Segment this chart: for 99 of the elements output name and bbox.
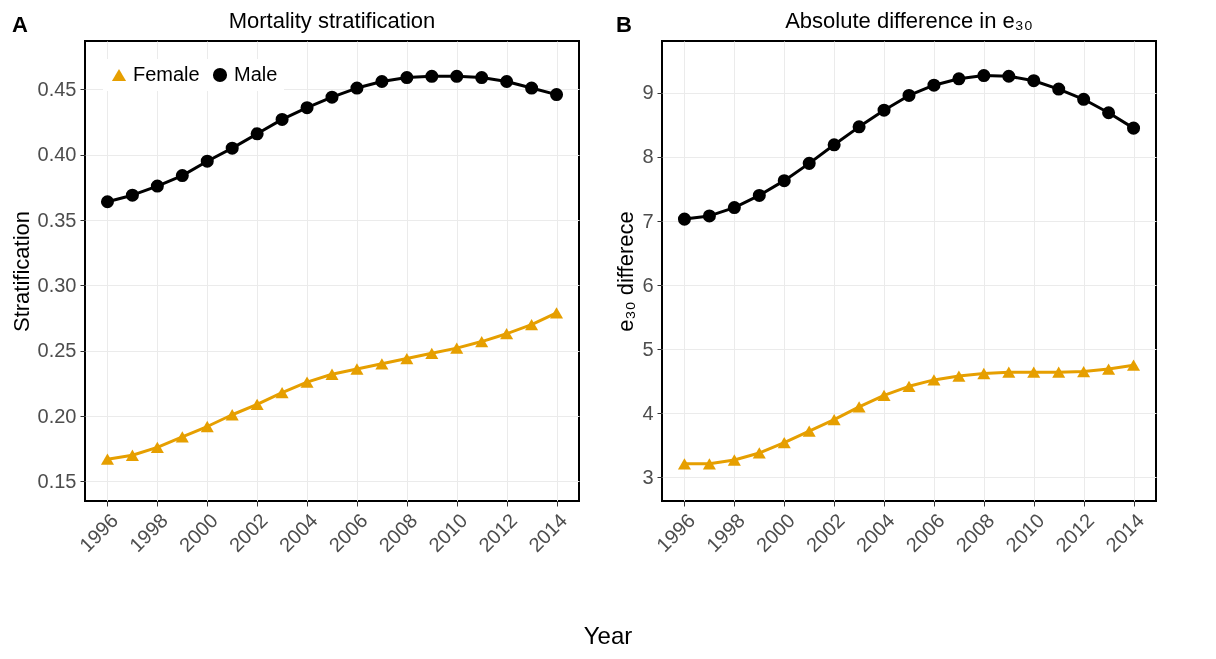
point: [525, 81, 539, 95]
point: [727, 201, 741, 215]
x-axis-title: Year: [582, 622, 634, 650]
point: [852, 120, 866, 134]
point: [1077, 92, 1091, 106]
point: [425, 69, 439, 83]
point: [100, 195, 114, 209]
point: [350, 81, 364, 95]
y-axis-title: Stratification: [8, 210, 34, 333]
point: [1027, 366, 1041, 378]
point: [500, 328, 514, 340]
chart-title: Absolute difference in e₃₀: [785, 8, 1033, 33]
point: [350, 363, 364, 375]
y-tick-label: 0.35: [37, 208, 77, 231]
point: [852, 401, 866, 413]
point: [1102, 363, 1116, 375]
point: [1002, 69, 1016, 83]
point: [1127, 359, 1141, 371]
legend-label: Male: [234, 63, 278, 85]
point: [1002, 366, 1016, 378]
point: [450, 69, 464, 83]
point: [550, 307, 564, 319]
point: [125, 188, 139, 202]
point: [450, 342, 464, 354]
point: [777, 174, 791, 188]
point: [902, 88, 916, 102]
point: [952, 370, 966, 382]
y-tick-label: 0.20: [37, 404, 77, 427]
point: [275, 112, 289, 126]
y-tick-label: 0.25: [37, 339, 77, 362]
point: [802, 425, 816, 437]
point: [175, 169, 189, 183]
point: [802, 156, 816, 170]
point: [977, 367, 991, 380]
point: [1127, 121, 1141, 135]
point: [275, 386, 289, 399]
y-tick-label: 8: [642, 145, 654, 168]
point: [1052, 366, 1066, 378]
point: [927, 374, 941, 386]
point: [752, 188, 766, 202]
point: [150, 179, 164, 193]
point: [727, 454, 741, 466]
point: [175, 431, 189, 443]
point: [677, 212, 691, 226]
point: [702, 209, 716, 223]
point: [927, 78, 941, 92]
point: [1077, 365, 1091, 378]
point: [752, 447, 766, 459]
point: [400, 71, 414, 85]
legend-label: Female: [133, 63, 200, 85]
point: [150, 441, 164, 454]
point: [977, 69, 991, 83]
point: [250, 398, 264, 410]
y-tick-label: 4: [642, 401, 654, 424]
point: [827, 413, 841, 426]
point: [125, 449, 139, 461]
point: [777, 437, 791, 449]
y-tick-label: 6: [642, 273, 654, 296]
y-tick-label: 0.30: [37, 273, 77, 296]
point: [225, 409, 239, 421]
y-tick-label: 7: [642, 209, 654, 232]
y-tick-label: 5: [642, 337, 654, 360]
text: A: [12, 12, 28, 38]
point: [200, 420, 214, 433]
point: [902, 380, 916, 392]
point: [225, 141, 239, 155]
point: [525, 318, 539, 331]
y-tick-label: 0.15: [37, 469, 77, 492]
point: [1027, 74, 1041, 88]
point: [475, 71, 489, 85]
point: [300, 376, 314, 388]
y-tick-label: 0.40: [37, 143, 77, 166]
point: [702, 458, 716, 470]
point: [400, 352, 414, 365]
point: [827, 138, 841, 152]
text: B: [616, 12, 632, 38]
point: [325, 368, 339, 380]
point: [100, 453, 114, 465]
point: [550, 88, 564, 102]
point: [1102, 106, 1116, 120]
y-axis-title: e₃₀ differece: [613, 211, 639, 332]
point: [200, 154, 214, 168]
point: [677, 458, 691, 470]
point: [375, 358, 389, 370]
point: [425, 347, 439, 359]
point: [325, 90, 339, 104]
point: [300, 101, 314, 115]
y-tick-label: 0.45: [37, 77, 77, 100]
point: [877, 103, 891, 117]
y-tick-label: 3: [642, 465, 654, 488]
point: [475, 335, 489, 348]
point: [877, 389, 891, 401]
point: [375, 75, 389, 89]
point: [500, 75, 514, 89]
point: [250, 127, 264, 141]
chart-title: Mortality stratification: [228, 8, 436, 33]
y-tick-label: 9: [642, 81, 654, 104]
point: [952, 72, 966, 86]
point: [1052, 82, 1066, 96]
